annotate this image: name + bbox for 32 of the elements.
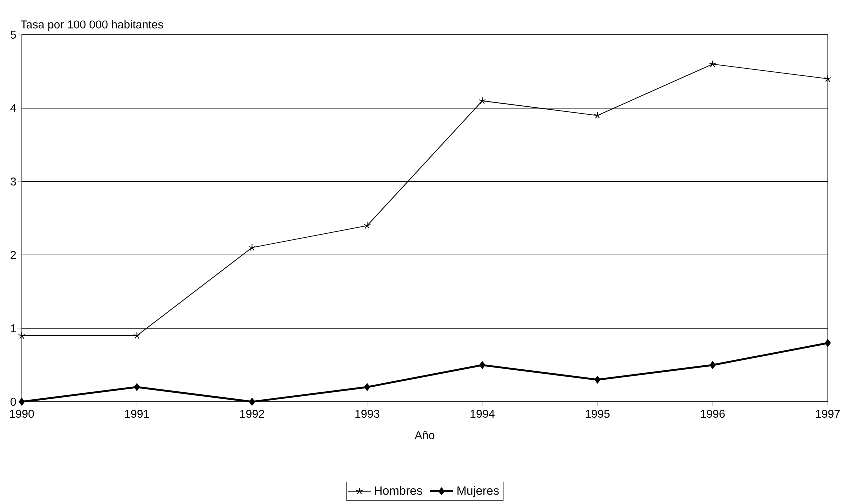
y-tick-label: 3 [10,178,16,186]
point [248,244,256,252]
y-tick-label: 4 [10,104,16,112]
x-tick-label: 1990 [10,410,34,418]
x-tick-label: 1996 [701,410,725,418]
point [480,361,486,370]
x-tick-label: 1995 [586,410,610,418]
legend-label: Hombres [375,486,422,496]
x-tick-label: 1994 [470,410,495,418]
point [594,376,601,384]
point [133,332,141,340]
x-axis-title: Año [414,431,435,440]
y-tick-label: 1 [11,324,16,332]
point [710,361,716,370]
x-tick-label: 1992 [240,410,264,418]
point [134,383,140,392]
point [709,60,717,68]
point [19,398,26,406]
x-tick-label: 1997 [816,410,840,418]
y-tick-label: 2 [10,251,16,260]
point [249,398,256,406]
point [364,222,372,230]
legend-label: Mujeres [458,486,499,498]
point [478,97,486,104]
x-tick-label: 1991 [125,410,150,418]
y-tick-label: 0 [10,398,16,406]
point [825,339,831,348]
y-axis-title: Tasa por 100 000 habitantes [20,20,164,31]
y-tick-label: 5 [10,31,16,39]
x-tick-label: 1993 [356,410,380,418]
point [594,112,602,119]
point [364,383,370,392]
